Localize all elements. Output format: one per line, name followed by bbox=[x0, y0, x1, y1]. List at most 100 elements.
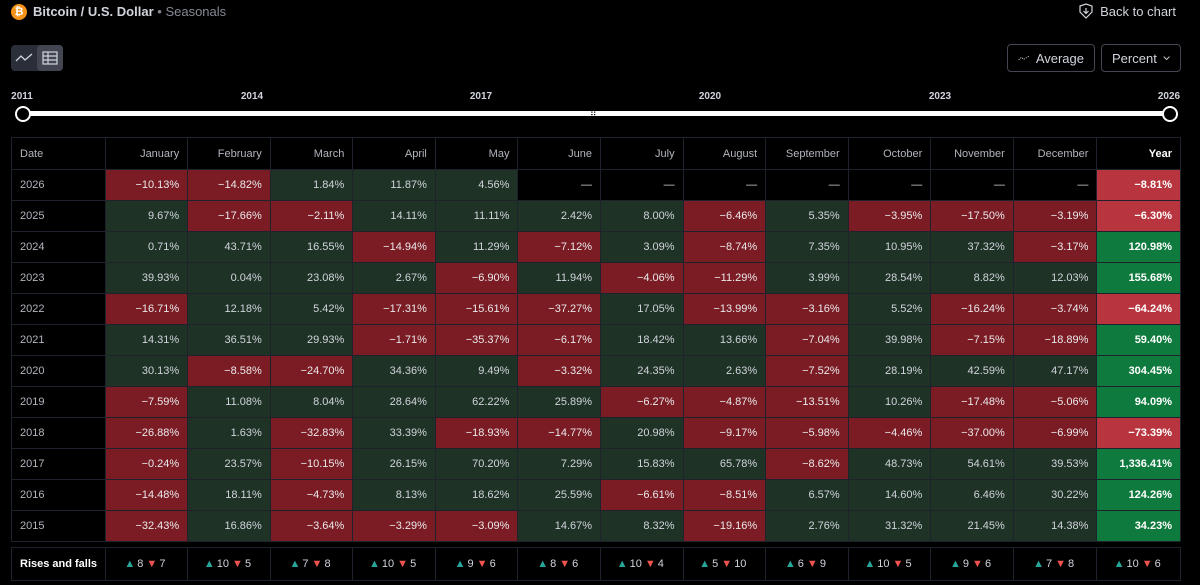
fall-arrow-icon: ▼ bbox=[1055, 558, 1066, 570]
back-to-chart-button[interactable]: Back to chart bbox=[1078, 3, 1176, 19]
month-column-header[interactable]: February bbox=[187, 137, 271, 170]
year-return-cell: 94.09% bbox=[1096, 386, 1181, 418]
rise-count: 5 bbox=[712, 558, 719, 570]
month-column-header[interactable]: July bbox=[600, 137, 684, 170]
range-start-handle[interactable] bbox=[15, 106, 31, 122]
month-return-cell: −13.51% bbox=[765, 386, 849, 418]
month-return-cell: 62.22% bbox=[434, 386, 519, 418]
month-column-header[interactable]: August bbox=[682, 137, 767, 170]
rises-falls-cell: ▲ 9 ▼ 6 bbox=[434, 547, 519, 581]
month-column-header[interactable]: June bbox=[517, 137, 602, 170]
month-return-cell: −19.16% bbox=[682, 510, 767, 542]
month-return-cell: −3.16% bbox=[765, 293, 849, 325]
month-return-cell: −35.37% bbox=[434, 324, 519, 356]
month-return-cell: — bbox=[1012, 169, 1098, 201]
table-icon bbox=[42, 51, 58, 65]
month-return-cell: −9.17% bbox=[682, 417, 767, 449]
row-year-label: 2022 bbox=[11, 293, 106, 325]
month-return-cell: −32.83% bbox=[269, 417, 354, 449]
month-return-cell: 0.04% bbox=[187, 262, 271, 294]
month-return-cell: 11.29% bbox=[434, 231, 519, 263]
month-column-header[interactable]: December bbox=[1012, 137, 1098, 170]
month-return-cell: 42.59% bbox=[930, 355, 1014, 387]
month-return-cell: −3.64% bbox=[269, 510, 354, 542]
month-return-cell: −16.24% bbox=[930, 293, 1014, 325]
year-range-slider[interactable] bbox=[22, 111, 1169, 116]
month-return-cell: −15.61% bbox=[434, 293, 519, 325]
month-return-cell: 14.67% bbox=[517, 510, 602, 542]
month-column-header[interactable]: April bbox=[352, 137, 436, 170]
average-toggle-button[interactable]: Average bbox=[1007, 44, 1095, 72]
slider-grip-icon[interactable]: ⠿ bbox=[590, 108, 597, 118]
rise-arrow-icon: ▲ bbox=[1113, 558, 1125, 570]
row-year-label: 2021 bbox=[11, 324, 106, 356]
chart-view-button[interactable] bbox=[11, 45, 37, 71]
month-column-header[interactable]: September bbox=[765, 137, 849, 170]
percent-dropdown[interactable]: Percent bbox=[1101, 44, 1181, 72]
month-return-cell: 13.66% bbox=[682, 324, 767, 356]
rises-falls-cell: ▲ 10 ▼ 5 bbox=[187, 547, 271, 581]
year-return-cell: 304.45% bbox=[1096, 355, 1181, 387]
year-column-header[interactable]: Year bbox=[1096, 137, 1181, 170]
month-return-cell: −37.00% bbox=[930, 417, 1014, 449]
rise-arrow-icon: ▲ bbox=[124, 558, 136, 570]
month-return-cell: 39.53% bbox=[1012, 448, 1098, 480]
month-return-cell: 9.49% bbox=[434, 355, 519, 387]
year-return-cell: −64.24% bbox=[1096, 293, 1181, 325]
month-column-header[interactable]: November bbox=[930, 137, 1014, 170]
fall-arrow-icon: ▼ bbox=[972, 558, 983, 570]
table-view-button[interactable] bbox=[37, 45, 63, 71]
fall-count: 5 bbox=[244, 558, 252, 570]
month-return-cell: 23.57% bbox=[187, 448, 271, 480]
rises-falls-cell: ▲ 10 ▼ 4 bbox=[600, 547, 684, 581]
range-end-handle[interactable] bbox=[1162, 106, 1178, 122]
fall-count: 6 bbox=[1154, 558, 1161, 570]
month-return-cell: −24.70% bbox=[269, 355, 354, 387]
month-return-cell: −6.61% bbox=[600, 479, 684, 511]
rise-count: 10 bbox=[629, 558, 642, 570]
month-return-cell: −1.71% bbox=[352, 324, 436, 356]
table-row: 2024 0.71% 43.71% 16.55% −14.94% 11.29% −7.12%… bbox=[11, 231, 1181, 263]
range-label: 2026 bbox=[1157, 91, 1181, 102]
month-return-cell: 11.87% bbox=[352, 169, 436, 201]
row-year-label: 2015 bbox=[11, 510, 106, 542]
range-label: 2014 bbox=[240, 91, 264, 102]
table-row: 2020 30.13% −8.58% −24.70% 34.36% 9.49% −3.32%… bbox=[11, 355, 1181, 387]
month-return-cell: −17.50% bbox=[930, 200, 1014, 232]
month-return-cell: 24.35% bbox=[600, 355, 684, 387]
rise-arrow-icon: ▲ bbox=[1033, 558, 1044, 570]
month-return-cell: 30.22% bbox=[1012, 479, 1098, 511]
month-column-header[interactable]: May bbox=[434, 137, 519, 170]
table-row: 2019 −7.59% 11.08% 8.04% 28.64% 62.22% 25.89% −… bbox=[11, 386, 1181, 418]
month-return-cell: −32.43% bbox=[104, 510, 189, 542]
table-row: 2015 −32.43% 16.86% −3.64% −3.29% −3.09% 14.67… bbox=[11, 510, 1181, 542]
month-return-cell: 10.95% bbox=[847, 231, 932, 263]
fall-arrow-icon: ▼ bbox=[806, 558, 818, 570]
month-return-cell: 2.76% bbox=[765, 510, 849, 542]
month-return-cell: 9.67% bbox=[104, 200, 189, 232]
fall-arrow-icon: ▼ bbox=[146, 558, 158, 570]
fall-arrow-icon: ▼ bbox=[1141, 558, 1153, 570]
rise-arrow-icon: ▲ bbox=[784, 558, 796, 570]
range-label: 2020 bbox=[698, 91, 722, 102]
month-return-cell: 37.32% bbox=[930, 231, 1014, 263]
date-column-header[interactable]: Date bbox=[11, 137, 106, 170]
month-return-cell: −3.95% bbox=[847, 200, 932, 232]
year-return-cell: 155.68% bbox=[1096, 262, 1181, 294]
year-return-cell: −6.30% bbox=[1096, 200, 1181, 232]
rises-falls-cell: ▲ 7 ▼ 8 bbox=[1012, 547, 1098, 581]
month-return-cell: 12.03% bbox=[1012, 262, 1098, 294]
month-return-cell: 43.71% bbox=[187, 231, 271, 263]
month-return-cell: −3.74% bbox=[1012, 293, 1098, 325]
month-return-cell: 8.04% bbox=[269, 386, 354, 418]
month-column-header[interactable]: January bbox=[104, 137, 189, 170]
row-year-label: 2019 bbox=[11, 386, 106, 418]
month-return-cell: 1.84% bbox=[269, 169, 354, 201]
month-return-cell: −8.62% bbox=[765, 448, 849, 480]
month-return-cell: 18.42% bbox=[600, 324, 684, 356]
month-column-header[interactable]: March bbox=[269, 137, 354, 170]
month-return-cell: 30.13% bbox=[104, 355, 189, 387]
month-return-cell: 3.99% bbox=[765, 262, 849, 294]
rises-falls-cell: ▲ 7 ▼ 8 bbox=[269, 547, 354, 581]
month-column-header[interactable]: October bbox=[847, 137, 932, 170]
